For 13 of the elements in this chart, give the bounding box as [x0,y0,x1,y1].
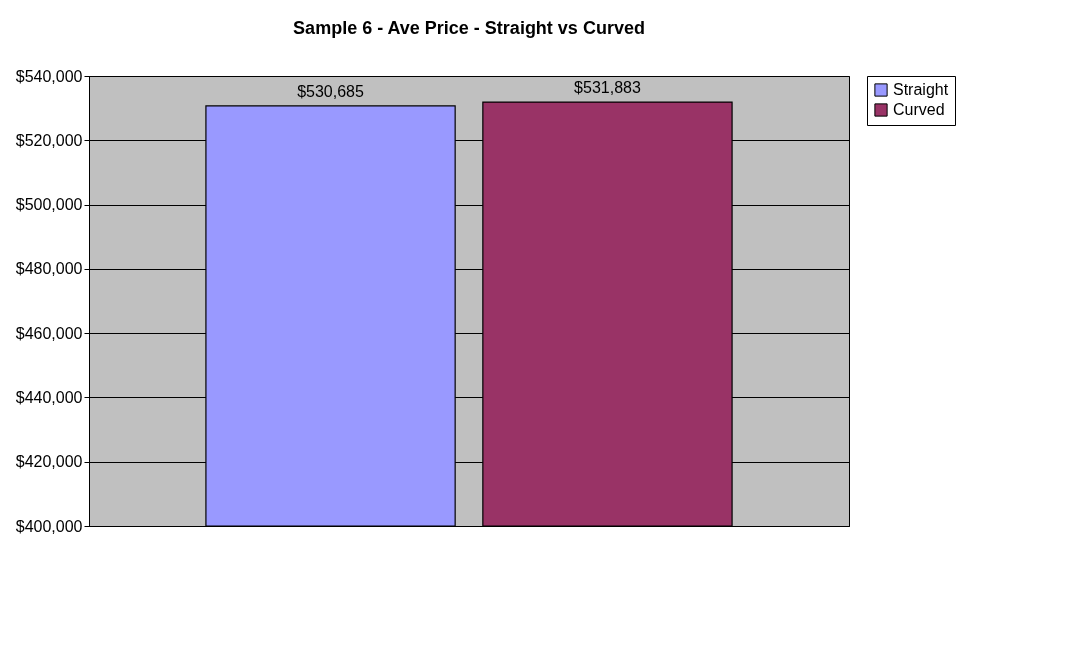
y-tick-label: $520,000 [15,131,83,149]
y-tick-label: $480,000 [15,260,83,278]
y-tick-label: $420,000 [15,453,83,471]
y-tick-label: $440,000 [15,388,83,406]
y-tick-label: $500,000 [15,196,83,214]
legend-label: Straight [893,81,949,98]
data-label: $531,883 [574,79,641,97]
chart-title: Sample 6 - Ave Price - Straight vs Curved [293,18,645,38]
legend-label: Curved [893,101,945,118]
y-tick-label: $540,000 [15,67,83,85]
y-tick-label: $460,000 [15,324,83,342]
data-label: $530,685 [297,82,365,100]
y-tick-label: $400,000 [15,517,83,535]
